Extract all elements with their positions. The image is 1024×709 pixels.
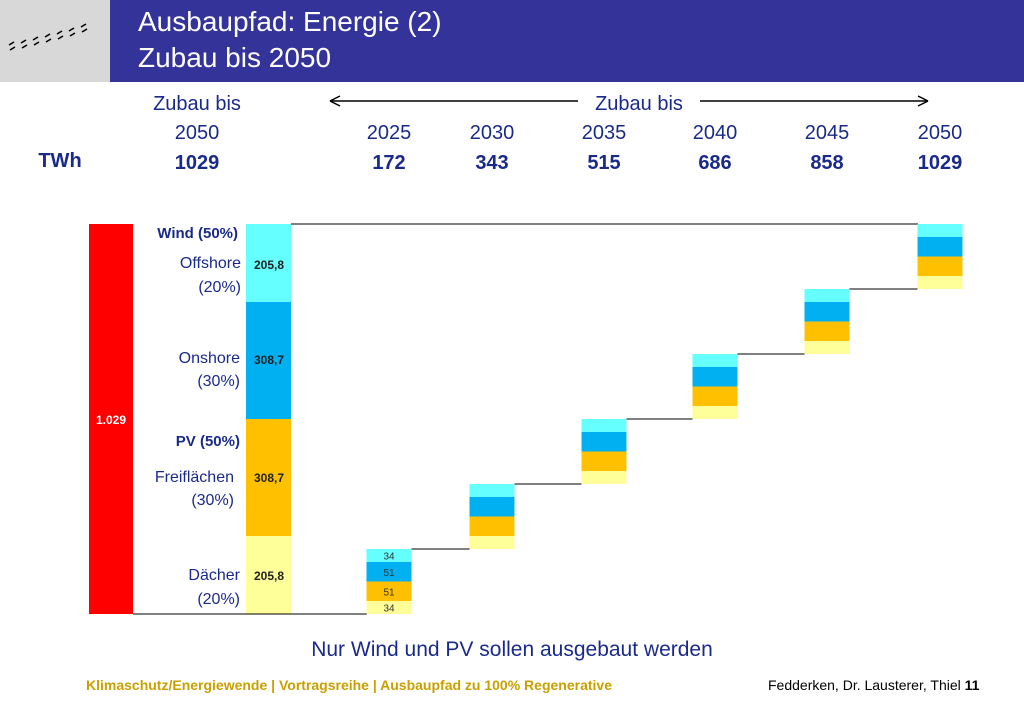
arrow-head-right <box>917 95 929 107</box>
year-label: 2040 <box>693 122 738 144</box>
step-increment-label: 34 <box>383 552 395 563</box>
segment-name-label: Freiflächen <box>155 469 234 486</box>
segment-share-label: (20%) <box>197 591 240 608</box>
step-segment <box>366 581 412 601</box>
step-segment <box>917 237 963 257</box>
logo <box>0 0 110 82</box>
breakdown-value-label: 205,8 <box>254 258 284 272</box>
step-segment <box>917 256 963 276</box>
step-increment-label: 51 <box>383 587 395 598</box>
cumulative-value-label: 1029 <box>918 152 963 174</box>
group-label-wind: Wind (50%) <box>157 225 238 242</box>
cumulative-value-label: 515 <box>587 152 620 174</box>
chart-caption: Nur Wind und PV sollen ausgebaut werden <box>311 638 713 661</box>
segment-name-label: Offshore <box>180 255 241 272</box>
header: Ausbaupfad: Energie (2) Zubau bis 2050 <box>0 0 1024 82</box>
step-segment <box>469 516 515 536</box>
step-segment <box>581 432 627 452</box>
step-segment <box>692 406 738 419</box>
step-segment <box>692 386 738 406</box>
breakdown-segment <box>246 536 291 614</box>
footer-authors: Fedderken, Dr. Lausterer, Thiel 11 <box>768 677 979 693</box>
year-label: 2030 <box>470 122 515 144</box>
breakdown-value-label: 205,8 <box>254 569 284 583</box>
step-segment <box>366 601 412 614</box>
footer-authors-text: Fedderken, Dr. Lausterer, Thiel <box>768 677 961 693</box>
year-label: 2045 <box>805 122 850 144</box>
total-year-label: 2050 <box>175 122 220 144</box>
step-segment <box>917 276 963 289</box>
chart: Zubau bis 2050 1029 TWh Zubau bis 2025 172 2030… <box>38 93 963 615</box>
breakdown-segment <box>246 302 291 419</box>
cumulative-value-label: 343 <box>475 152 508 174</box>
step-segment <box>804 289 850 302</box>
breakdown-value-label: 308,7 <box>254 471 284 485</box>
step-segment <box>692 367 738 387</box>
segment-share-label: (30%) <box>191 492 234 509</box>
step-segment <box>581 451 627 471</box>
arrow-head-left <box>329 95 341 107</box>
cumulative-value-label: 172 <box>372 152 405 174</box>
unit-label: TWh <box>38 150 81 172</box>
page-title: Ausbaupfad: Energie (2) Zubau bis 2050 <box>138 4 442 76</box>
step-segment <box>804 302 850 322</box>
step-segment <box>469 484 515 497</box>
breakdown-segment <box>246 419 291 536</box>
step-segment <box>804 341 850 354</box>
logo-icon <box>8 23 88 51</box>
segment-share-label: (30%) <box>197 373 240 390</box>
header-right-label: Zubau bis <box>595 93 683 115</box>
year-label: 2035 <box>582 122 627 144</box>
segment-name-label: Onshore <box>179 350 240 367</box>
step-segment <box>804 321 850 341</box>
total-value-label: 1029 <box>175 152 220 174</box>
footer-series: Klimaschutz/Energiewende | Vortragsreihe… <box>86 677 612 693</box>
cumulative-value-label: 686 <box>698 152 731 174</box>
step-increment-label: 51 <box>383 568 395 579</box>
breakdown-segment <box>246 224 291 302</box>
step-segment <box>469 497 515 517</box>
year-label: 2050 <box>918 122 963 144</box>
breakdown-value-label: 308,7 <box>254 353 284 367</box>
title-line-2: Zubau bis 2050 <box>138 42 332 73</box>
step-increment-label: 34 <box>383 604 395 615</box>
segment-name-label: Dächer <box>188 567 240 584</box>
cumulative-value-label: 858 <box>810 152 843 174</box>
step-segment <box>581 419 627 432</box>
group-label-pv: PV (50%) <box>176 433 240 450</box>
step-segment <box>366 549 412 562</box>
step-segment <box>581 471 627 484</box>
title-line-1: Ausbaupfad: Energie (2) <box>138 6 442 37</box>
year-label: 2025 <box>367 122 412 144</box>
step-segment <box>917 224 963 237</box>
title-bar <box>110 0 1024 82</box>
page-number: 11 <box>964 677 980 693</box>
step-segment <box>366 562 412 582</box>
header-left-label: Zubau bis <box>153 93 241 115</box>
step-segment <box>469 536 515 549</box>
total-bar-label: 1.029 <box>96 413 126 427</box>
step-segment <box>692 354 738 367</box>
segment-share-label: (20%) <box>198 279 241 296</box>
total-bar <box>89 224 133 614</box>
